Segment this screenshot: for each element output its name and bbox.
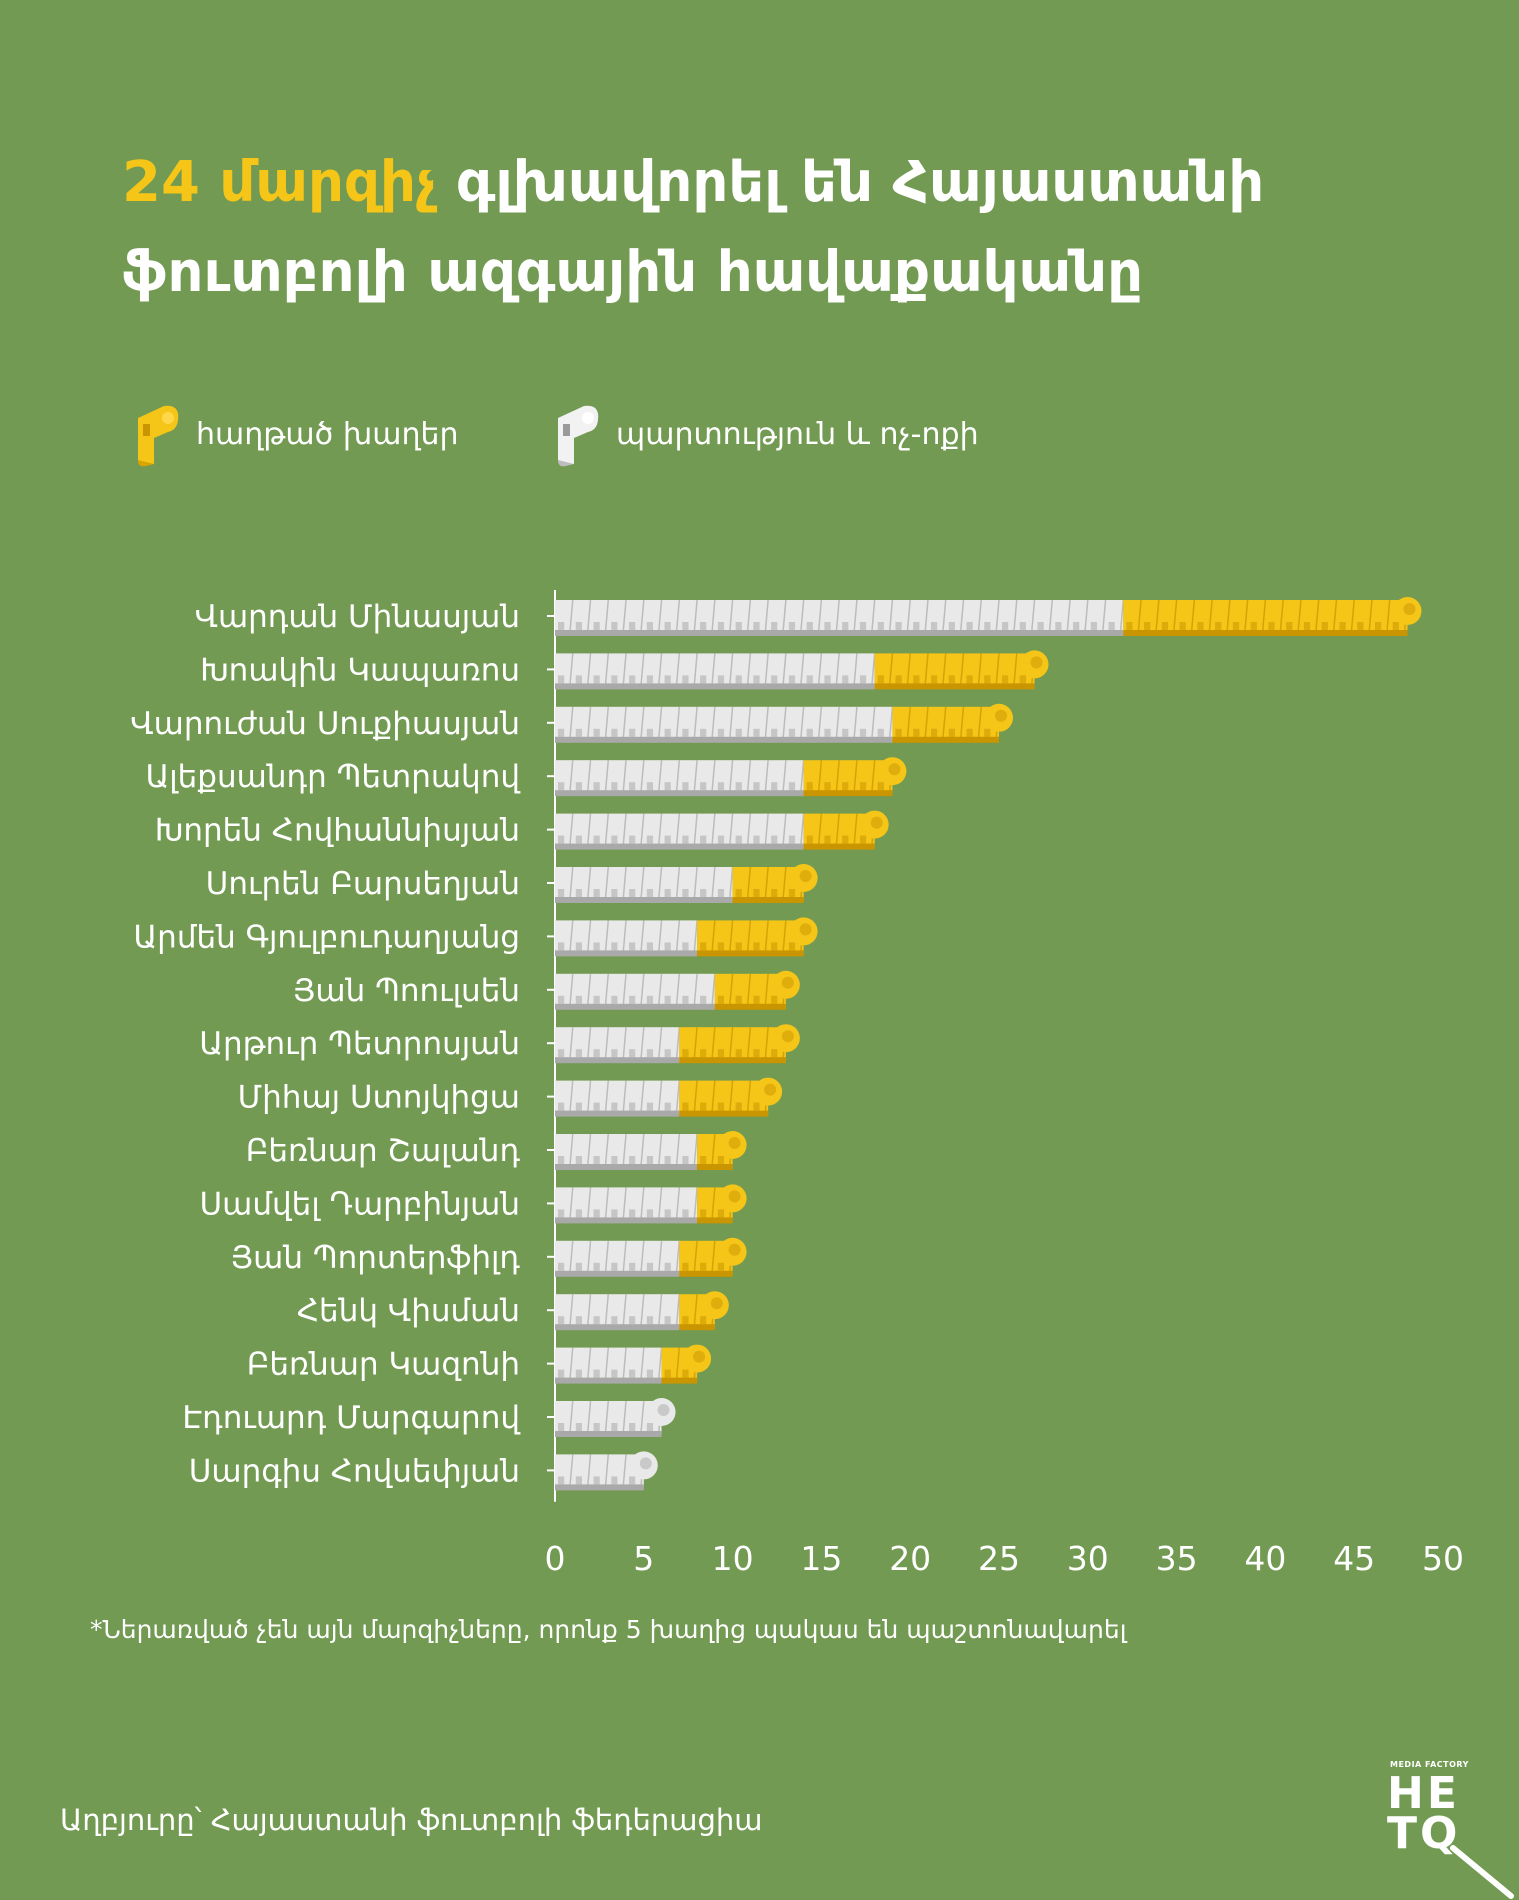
bar-other [555, 1294, 681, 1331]
category-label: Բեռնար Շալանդ [246, 1133, 521, 1169]
bar-end-cap [683, 1344, 712, 1373]
bar-won [892, 706, 1000, 743]
bar-other [555, 866, 734, 903]
bar-end-cap [718, 1237, 747, 1266]
x-tick-label: 25 [978, 1539, 1020, 1578]
category-label: Սամվել Դարբինյան [199, 1186, 520, 1222]
bar-end-cap [860, 810, 889, 839]
bar-other [555, 813, 805, 850]
bar-other [555, 1080, 681, 1117]
bar-other [555, 1133, 698, 1170]
bar-other [555, 1347, 663, 1384]
bar-other [555, 920, 698, 957]
bar-won [697, 1187, 734, 1224]
bar-end-cap [878, 757, 907, 786]
bar-other [555, 599, 1125, 636]
bar-end-cap [700, 1291, 729, 1320]
legend-item-other: պարտություն և ոչ-ոքի [548, 398, 979, 470]
legend-item-won: հաղթած խաղեր [128, 398, 459, 470]
bar-end-cap [718, 1184, 747, 1213]
x-tick-label: 10 [712, 1539, 754, 1578]
category-label: Սուրեն Բարսեղյան [206, 866, 520, 902]
bar-end-cap [771, 1024, 800, 1053]
category-label: Բեռնար Կազոնի [247, 1347, 520, 1383]
x-tick-label: 50 [1422, 1539, 1464, 1578]
bar-other [555, 653, 876, 690]
x-tick-label: 45 [1333, 1539, 1375, 1578]
bar-other [555, 1454, 645, 1491]
category-label: Էդուարդ Մարգարով [182, 1400, 521, 1436]
x-tick-label: 15 [800, 1539, 842, 1578]
title-highlight: 24 մարզիչ [122, 150, 437, 215]
hetq-logo: MEDIA FACTORY HE TQ [1387, 1760, 1514, 1899]
legend-label-won: հաղթած խաղեր [196, 416, 459, 452]
x-tick-label: 30 [1067, 1539, 1109, 1578]
bar-end-cap [1020, 650, 1049, 679]
category-label: Յան Պորտերֆիլդ [231, 1240, 521, 1276]
bar-other [555, 973, 716, 1010]
bar-won [1123, 599, 1409, 636]
bar-other [555, 760, 805, 797]
bar-end-cap [754, 1077, 783, 1106]
category-label: Վարդան Մինասյան [195, 599, 520, 635]
magnifier-handle-icon [1450, 1845, 1514, 1899]
x-tick-label: 35 [1156, 1539, 1198, 1578]
bar-end-cap [718, 1131, 747, 1159]
x-tick-label: 5 [633, 1539, 654, 1578]
category-label: Խորեն Հովհաննիսյան [155, 813, 520, 849]
bar-won [874, 653, 1036, 690]
footnote: *Ներառված չեն այն մարզիչները, որոնք 5 խա… [90, 1615, 1127, 1644]
category-label: Արմեն Գյուլբուդաղյանց [133, 919, 520, 955]
legend-label-other: պարտություն և ոչ-ոքի [616, 416, 979, 452]
bar-end-cap [789, 864, 818, 892]
source-note: Աղբյուրը՝ Հայաստանի ֆուտբոլի ֆեդերացիա [60, 1803, 763, 1837]
whistle-icon-gold [138, 405, 179, 467]
category-label: Վարուժան Սուքիասյան [130, 706, 520, 742]
category-label: Ալեքսանդր Պետրակով [145, 759, 521, 795]
page-title: 24 մարզիչ գլխավորել են Հայաստանի ֆուտբոլ… [122, 138, 1442, 318]
category-label: Յան Պոուլսեն [293, 973, 520, 1009]
bar-other [555, 1027, 681, 1064]
bar-end-cap [647, 1398, 676, 1426]
bar-other [555, 1187, 698, 1224]
bar-won [679, 1080, 769, 1117]
bar-other [555, 1400, 663, 1437]
bar-end-cap [771, 970, 800, 999]
logo-line2: TQ [1387, 1808, 1461, 1859]
logo-line1: HE [1387, 1768, 1460, 1819]
category-label: Սարգիս Հովսեփյան [189, 1453, 520, 1489]
bar-end-cap [985, 703, 1013, 732]
logo-small-text: MEDIA FACTORY [1390, 1760, 1469, 1769]
bar-other [555, 706, 894, 743]
title-rest: գլխավորել են Հայաստանի ֆուտբոլի ազգային … [122, 150, 1265, 305]
bar-won [697, 920, 805, 957]
whistle-icon-white [558, 405, 599, 467]
bar-other [555, 1240, 681, 1277]
bar-end-cap [629, 1451, 658, 1480]
category-label: Խոակին Կապառոս [200, 652, 520, 688]
x-tick-label: 20 [889, 1539, 931, 1578]
bar-end-cap [1393, 597, 1422, 625]
category-label: Հենկ Վիսման [297, 1293, 520, 1329]
x-tick-label: 40 [1244, 1539, 1286, 1578]
bar-won [803, 760, 894, 797]
bar-won [679, 1027, 787, 1064]
bar-end-cap [789, 917, 818, 946]
category-label: Միհայ Ստոյկիցա [238, 1080, 520, 1116]
category-label: Արթուր Պետրոսյան [199, 1026, 520, 1062]
x-tick-label: 0 [545, 1539, 566, 1578]
